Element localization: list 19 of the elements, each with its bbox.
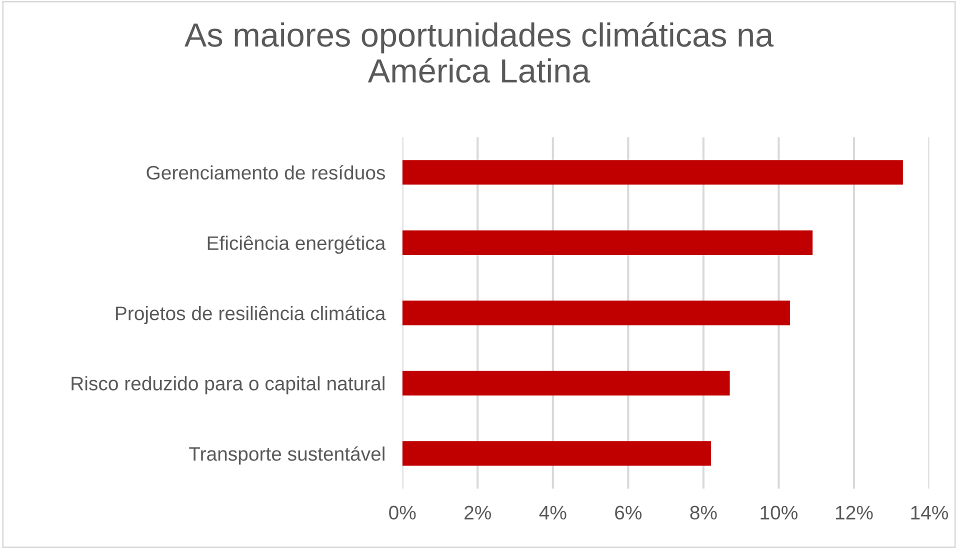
bar — [402, 160, 903, 185]
bar — [402, 441, 711, 466]
y-tick-label: Risco reduzido para o capital natural — [72, 376, 384, 394]
y-tick-label: Gerenciamento de resíduos — [146, 165, 386, 180]
x-tick-label: 10% — [760, 506, 798, 520]
x-tick-label: 0% — [389, 506, 416, 520]
x-tick-label: 2% — [464, 506, 491, 520]
chart-title: As maiores oportunidades climáticas na América Latina — [184, 22, 774, 83]
bar — [402, 230, 813, 255]
x-tick-label: 14% — [911, 506, 948, 520]
x-tick-label: 6% — [615, 506, 642, 520]
y-tick-label: Transporte sustentável — [189, 446, 384, 465]
bar — [402, 300, 790, 326]
x-tick-label: 4% — [539, 506, 566, 520]
x-tick-label: 12% — [836, 506, 873, 520]
y-tick-label: Eficiência energética — [208, 236, 386, 254]
bar — [402, 370, 730, 396]
x-tick-label: 8% — [690, 506, 717, 520]
y-tick-label: Projetos de resiliência climática — [116, 306, 386, 324]
